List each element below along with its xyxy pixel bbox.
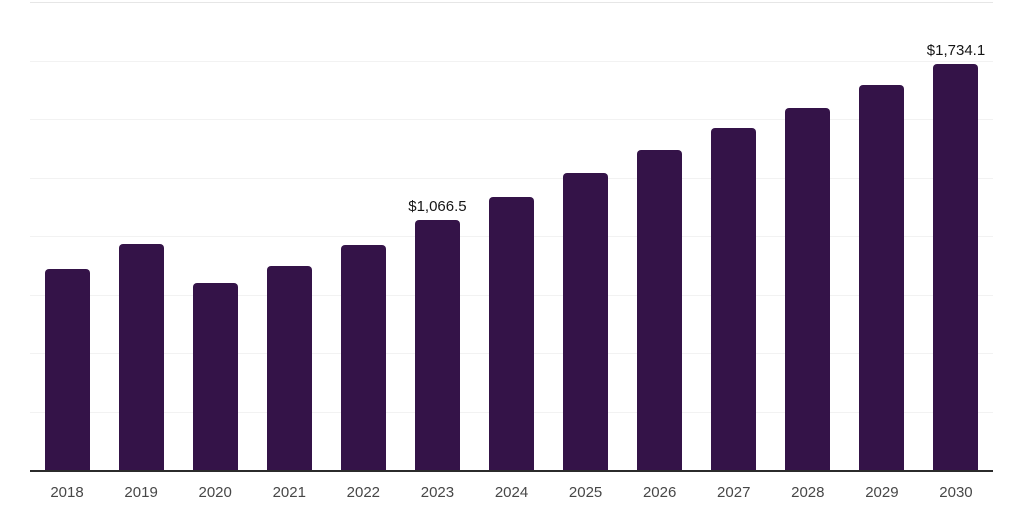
- value-label-2030: $1,734.1: [926, 42, 986, 60]
- bar-2027: [711, 127, 757, 470]
- gridline-1250: [30, 177, 993, 179]
- x-axis-line: [30, 470, 993, 472]
- band-2029: [845, 2, 919, 470]
- bar-2021: [266, 266, 312, 470]
- x-tick-2025: 2025: [568, 484, 603, 501]
- gridline-2000: [30, 2, 993, 3]
- bar-2030: [933, 64, 979, 470]
- bar-2023: [414, 220, 460, 470]
- band-2025: [549, 2, 623, 470]
- band-2030: $1,734.1: [919, 2, 993, 470]
- value-label-2023: $1,066.5: [408, 198, 467, 216]
- x-tick-2024: 2024: [494, 484, 529, 501]
- band-2019: [104, 2, 178, 470]
- x-tick-2018: 2018: [50, 484, 84, 501]
- x-tick-2028: 2028: [791, 484, 825, 501]
- bar-2024: [489, 197, 534, 470]
- bar-2028: [785, 108, 831, 470]
- band-2022: [326, 2, 400, 470]
- band-2028: [771, 2, 845, 470]
- bar-2022: [340, 245, 386, 470]
- bars-container: $1,066.5 $1,734.1: [30, 2, 993, 470]
- x-tick-2022: 2022: [346, 484, 381, 501]
- x-tick-2019: 2019: [124, 484, 158, 501]
- band-2024: [474, 2, 548, 470]
- gridline-1750: [30, 60, 993, 62]
- x-tick-2026: 2026: [642, 484, 677, 501]
- x-tick-2029: 2029: [865, 484, 899, 501]
- band-2018: [30, 2, 104, 470]
- bar-2019: [118, 243, 164, 470]
- band-2021: [252, 2, 326, 470]
- bar-2026: [637, 149, 683, 470]
- bar-2029: [859, 85, 905, 470]
- gridline-1500: [30, 119, 993, 120]
- band-2020: [178, 2, 252, 470]
- x-tick-2023: 2023: [420, 484, 455, 501]
- x-tick-2027: 2027: [717, 484, 751, 501]
- plot-area: $1,066.5 $1,734.1: [30, 2, 993, 472]
- bar-2025: [563, 172, 609, 470]
- band-2027: [697, 2, 771, 470]
- x-axis-labels: 2018 2019 2020 2021 2022 2023 2024 2025 2026 2027…: [30, 472, 993, 500]
- x-tick-2021: 2021: [272, 484, 306, 501]
- band-2026: [623, 2, 697, 470]
- bar-2020: [192, 282, 238, 470]
- band-2023: $1,066.5: [400, 2, 474, 470]
- bar-2018: [44, 269, 90, 470]
- x-tick-2020: 2020: [198, 484, 232, 501]
- x-tick-2030: 2030: [939, 484, 973, 501]
